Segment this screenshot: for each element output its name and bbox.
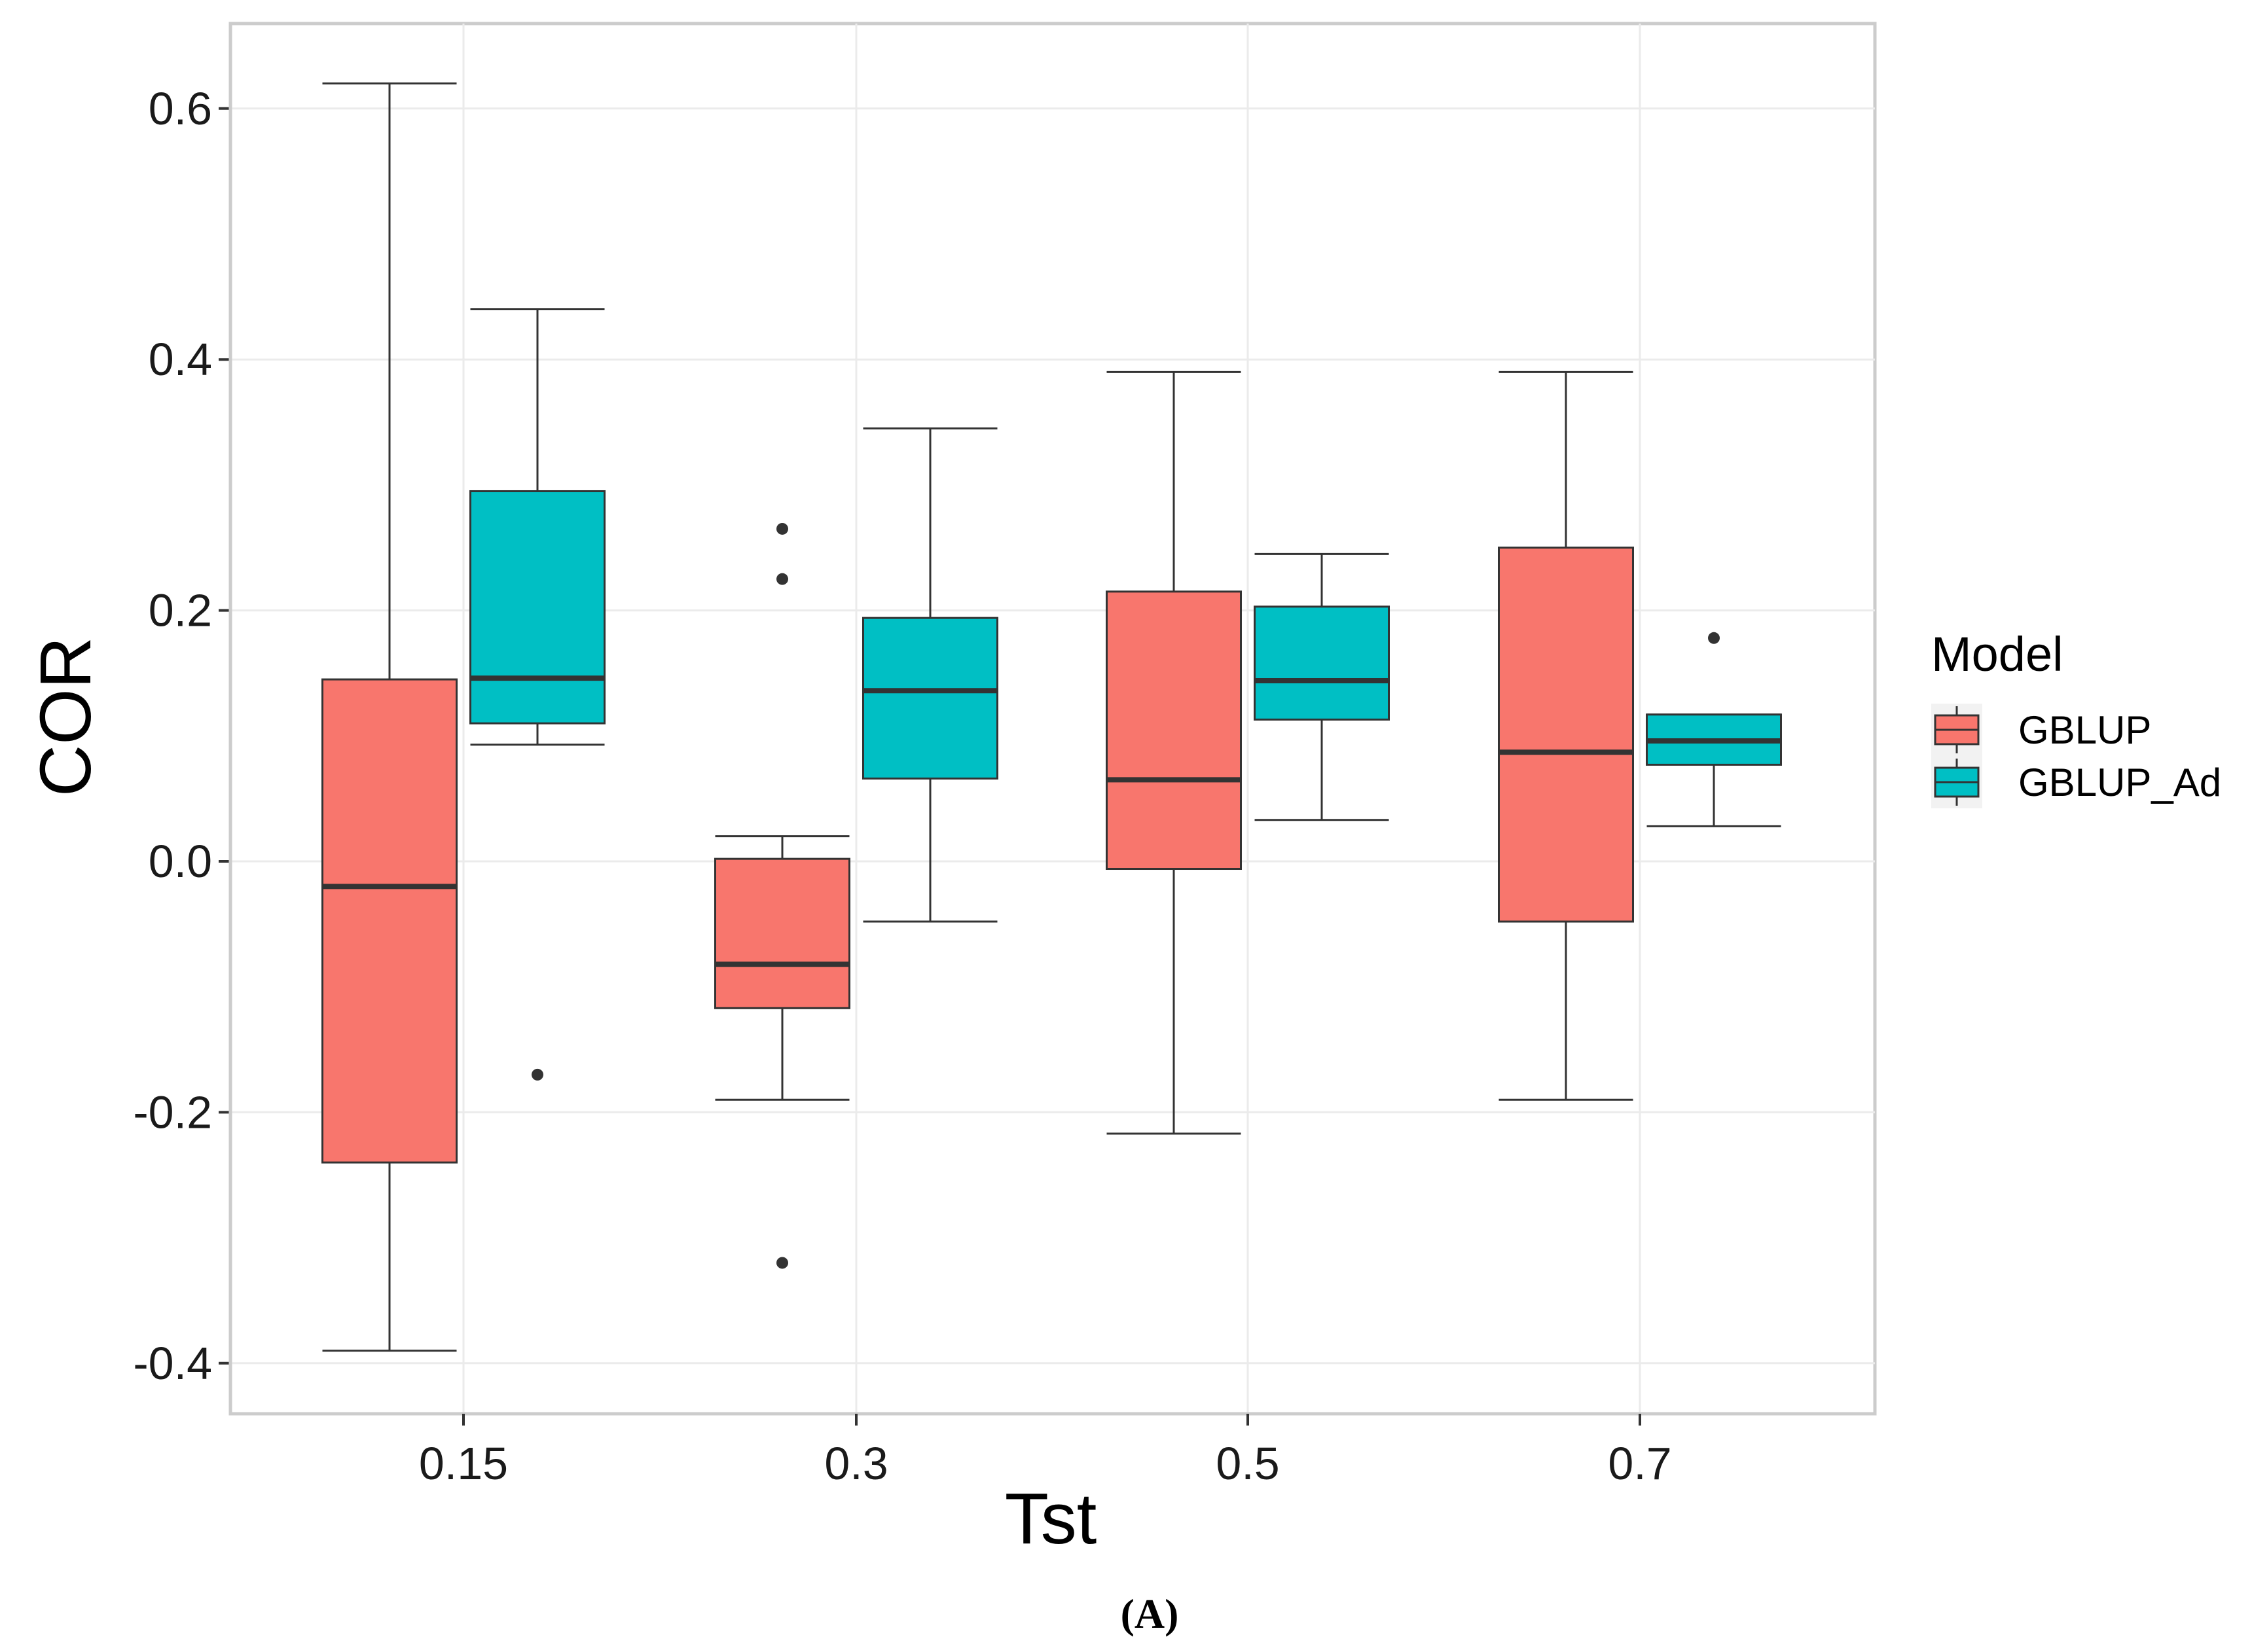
outlier-point: [532, 1068, 543, 1081]
y-tick-label: 0.4: [149, 334, 212, 385]
x-tick-label: 0.5: [1216, 1438, 1279, 1489]
box-gblup-0.3: [714, 522, 850, 1269]
x-tick-label: 0.7: [1608, 1438, 1671, 1489]
legend-entry-gblup: GBLUP: [1931, 704, 2151, 756]
y-tick-label: 0.2: [149, 585, 212, 636]
x-axis-title: Tst: [1005, 1479, 1097, 1559]
figure-caption: (A): [1121, 1590, 1179, 1637]
outlier-point: [1708, 632, 1720, 644]
y-tick-label: 0.0: [149, 836, 212, 887]
y-tick-label: -0.2: [133, 1086, 212, 1138]
outlier-point: [776, 1257, 788, 1269]
outlier-point: [776, 573, 788, 585]
x-tick-label: 0.3: [824, 1438, 888, 1489]
box-gblup-ad-0.15: [469, 308, 606, 1081]
legend-entry-gblup-ad: GBLUP_Ad: [1931, 756, 2221, 808]
outlier-point: [776, 522, 788, 535]
y-tick-label: -0.4: [133, 1338, 212, 1389]
box-iqr: [862, 617, 998, 780]
box-gblup-ad-0.5: [1254, 552, 1390, 821]
box-iqr: [714, 857, 850, 1009]
legend-label: GBLUP_Ad: [2018, 761, 2221, 804]
y-tick-label: 0.6: [149, 83, 212, 134]
box-iqr: [1498, 547, 1634, 923]
boxes-layer: [321, 82, 1782, 1352]
legend-title: Model: [1931, 627, 2063, 681]
box-gblup-0.7: [1498, 370, 1634, 1101]
x-axis: 0.15 0.3 0.5 0.7: [230, 1412, 1875, 1489]
y-axis: 0.6 0.4 0.2 0.0 -0.2 -0.4: [133, 24, 232, 1414]
box-gblup-ad-0.3: [862, 427, 998, 923]
legend: Model GBLUP GBLUP_Ad: [1931, 627, 2221, 808]
x-tick-label: 0.15: [419, 1438, 508, 1489]
box-iqr: [469, 490, 606, 725]
y-axis-title: COR: [26, 637, 106, 797]
box-gblup-ad-0.7: [1646, 632, 1782, 827]
legend-label: GBLUP: [2018, 708, 2151, 752]
grid-lines: [230, 24, 1875, 1414]
box-iqr: [321, 678, 458, 1164]
box-iqr: [1254, 605, 1390, 721]
box-gblup-0.5: [1106, 370, 1242, 1135]
box-gblup-0.15: [321, 82, 458, 1352]
box-iqr: [1106, 590, 1242, 871]
